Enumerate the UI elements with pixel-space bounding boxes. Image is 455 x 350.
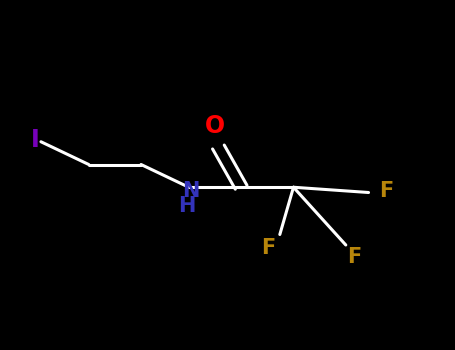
Text: F: F — [261, 238, 276, 259]
Text: F: F — [347, 247, 361, 267]
Text: H: H — [178, 196, 195, 217]
Text: F: F — [379, 181, 393, 201]
Text: O: O — [205, 114, 225, 138]
Text: I: I — [31, 128, 40, 152]
Text: N: N — [182, 181, 200, 201]
